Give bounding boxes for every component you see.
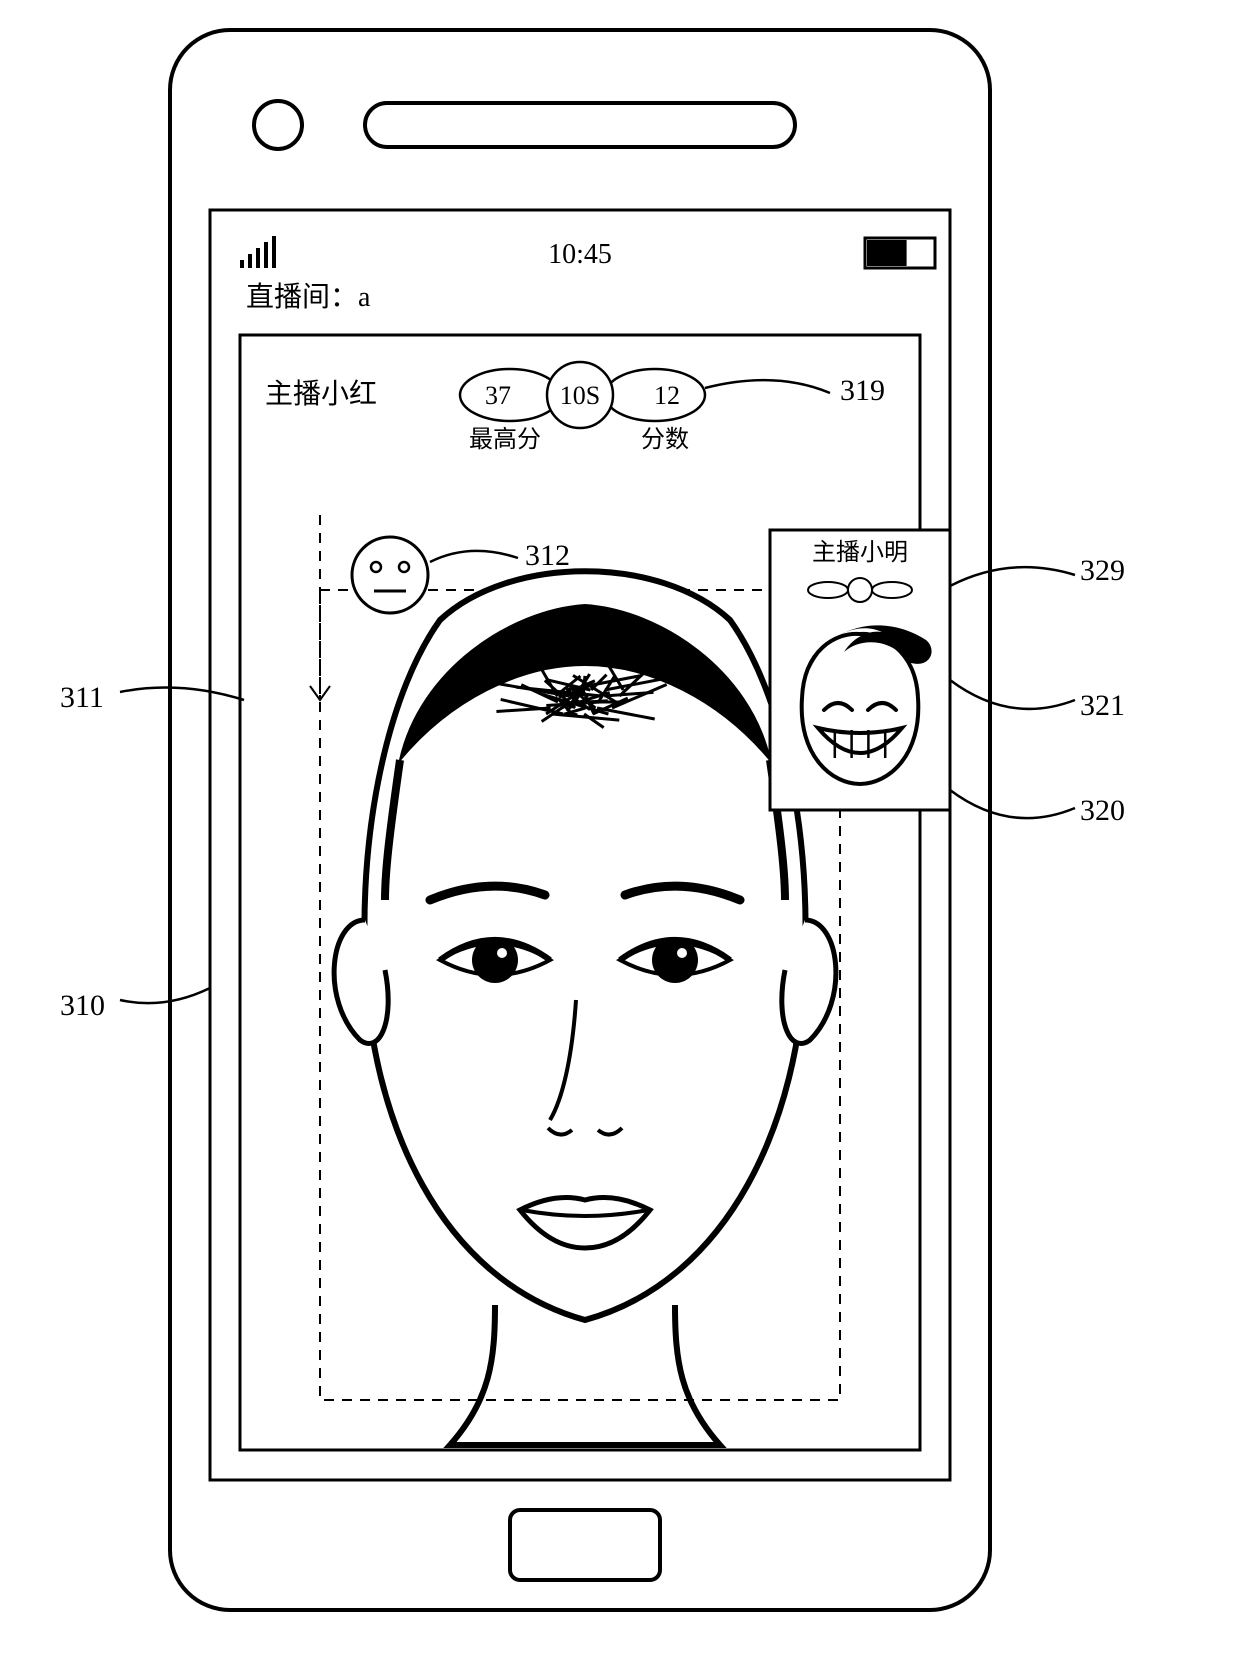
signal-bar-1 (248, 254, 252, 268)
signal-bar-0 (240, 260, 244, 268)
score-label: 分数 (641, 426, 689, 453)
pip-left-pill (808, 582, 848, 598)
host-name: 主播小红 (265, 378, 377, 410)
score-value: 12 (654, 381, 680, 410)
callout-311: 311 (60, 681, 104, 714)
signal-bar-3 (264, 242, 268, 268)
status-time: 10:45 (548, 239, 612, 270)
signal-bar-4 (272, 236, 276, 268)
pip-title: 主播小明 (812, 539, 908, 566)
pip-right-pill (872, 582, 912, 598)
pip-timer-circle (848, 578, 872, 602)
callout-312: 312 (525, 539, 570, 572)
timer-value: 10S (560, 381, 600, 410)
callout-320: 320 (1080, 794, 1125, 827)
highscore-label: 最高分 (469, 426, 541, 453)
callout-310: 310 (60, 989, 105, 1022)
callout-329: 329 (1080, 554, 1125, 587)
emoji-face-icon (352, 537, 428, 613)
room-label: 直播间：a (246, 281, 371, 313)
highscore-value: 37 (485, 381, 511, 410)
battery-fill-icon (867, 240, 907, 266)
callout-319: 319 (840, 374, 885, 407)
callout-321: 321 (1080, 689, 1125, 722)
signal-bar-2 (256, 248, 260, 268)
